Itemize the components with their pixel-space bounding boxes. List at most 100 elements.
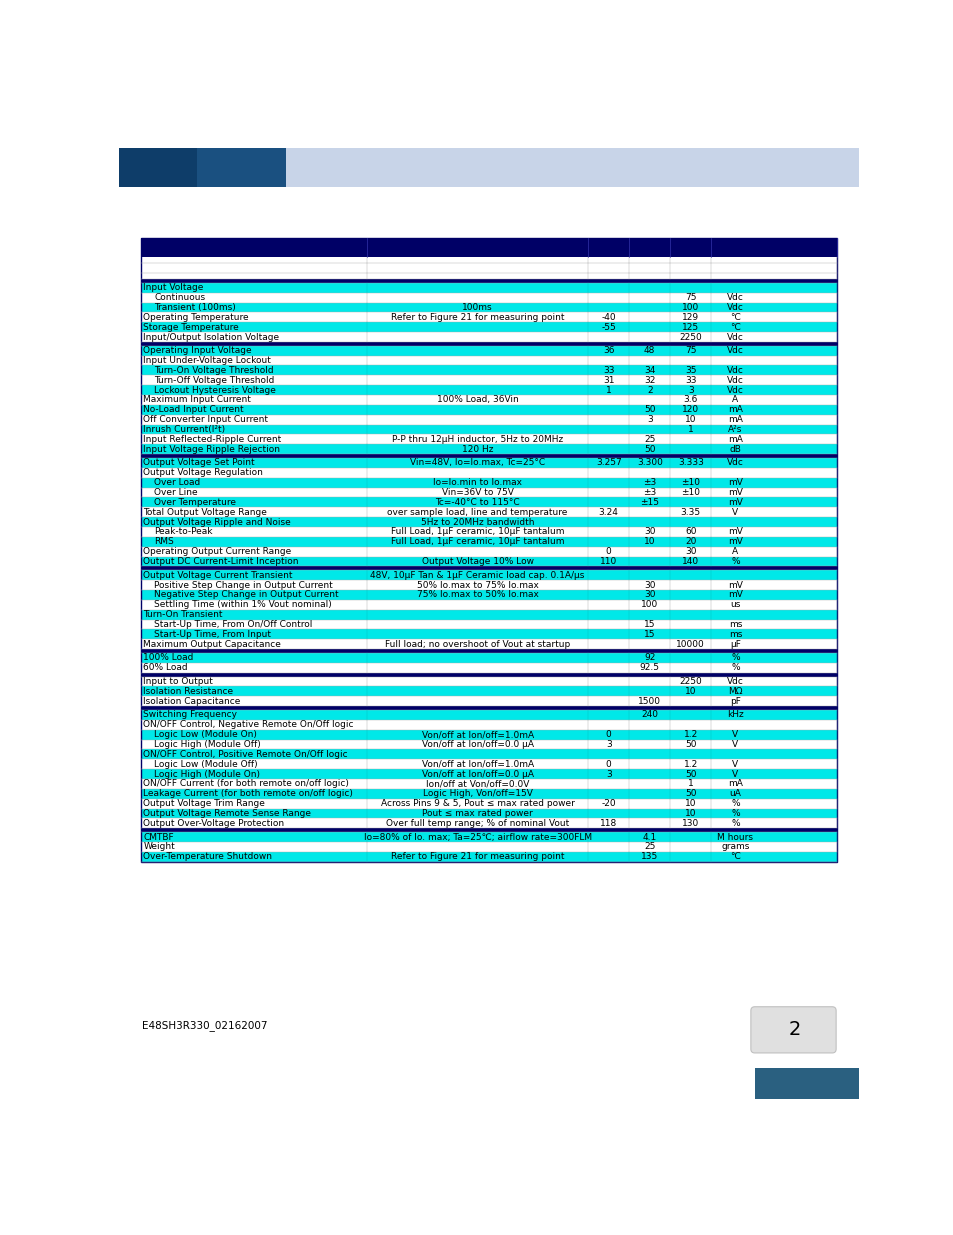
FancyBboxPatch shape xyxy=(141,720,836,730)
Text: %: % xyxy=(730,799,739,808)
Text: 120: 120 xyxy=(681,405,699,415)
FancyBboxPatch shape xyxy=(141,508,836,517)
Text: 75: 75 xyxy=(684,293,696,303)
Text: 10: 10 xyxy=(643,537,655,546)
Text: Off Converter Input Current: Off Converter Input Current xyxy=(143,415,268,424)
FancyBboxPatch shape xyxy=(141,468,836,478)
Text: V: V xyxy=(732,508,738,516)
Text: A: A xyxy=(732,547,738,556)
Text: Settling Time (within 1% Vout nominal): Settling Time (within 1% Vout nominal) xyxy=(154,600,332,609)
Text: 135: 135 xyxy=(640,852,658,861)
FancyBboxPatch shape xyxy=(141,415,836,425)
Text: Over full temp range; % of nominal Vout: Over full temp range; % of nominal Vout xyxy=(386,819,569,827)
Text: 3.6: 3.6 xyxy=(683,395,698,405)
Text: mV: mV xyxy=(727,488,742,496)
Text: Ion/off at Von/off=0.0V: Ion/off at Von/off=0.0V xyxy=(426,779,529,788)
FancyBboxPatch shape xyxy=(141,322,836,332)
Text: V: V xyxy=(732,740,738,748)
Text: Output Voltage Ripple and Noise: Output Voltage Ripple and Noise xyxy=(143,517,291,526)
Text: 10: 10 xyxy=(684,809,696,818)
Text: 100: 100 xyxy=(681,303,699,312)
FancyBboxPatch shape xyxy=(141,498,836,508)
Text: Negative Step Change in Output Current: Negative Step Change in Output Current xyxy=(154,590,338,599)
Text: 1: 1 xyxy=(605,385,611,395)
FancyBboxPatch shape xyxy=(141,630,836,640)
Text: uA: uA xyxy=(729,789,740,798)
Text: Output Voltage Trim Range: Output Voltage Trim Range xyxy=(143,799,265,808)
Text: Input Voltage: Input Voltage xyxy=(143,283,203,293)
Text: over sample load, line and temperature: over sample load, line and temperature xyxy=(387,508,567,516)
Text: Logic Low (Module On): Logic Low (Module On) xyxy=(154,730,256,739)
Text: pF: pF xyxy=(729,697,740,705)
FancyBboxPatch shape xyxy=(141,760,836,769)
Text: Vdc: Vdc xyxy=(726,677,743,685)
Text: 3: 3 xyxy=(687,385,693,395)
Text: 3.333: 3.333 xyxy=(678,458,703,468)
Text: mV: mV xyxy=(727,527,742,536)
Text: 3.300: 3.300 xyxy=(637,458,662,468)
Text: CMTBF: CMTBF xyxy=(143,832,173,841)
FancyBboxPatch shape xyxy=(141,730,836,740)
FancyBboxPatch shape xyxy=(141,852,836,862)
Text: Inrush Current(I²t): Inrush Current(I²t) xyxy=(143,425,225,433)
FancyBboxPatch shape xyxy=(141,293,836,303)
FancyBboxPatch shape xyxy=(141,332,836,342)
FancyBboxPatch shape xyxy=(119,148,196,186)
Text: Full Load, 1μF ceramic, 10μF tantalum: Full Load, 1μF ceramic, 10μF tantalum xyxy=(391,537,564,546)
Text: 3.35: 3.35 xyxy=(680,508,700,516)
FancyBboxPatch shape xyxy=(141,799,836,809)
Text: mA: mA xyxy=(727,779,742,788)
FancyBboxPatch shape xyxy=(141,273,836,279)
Text: RMS: RMS xyxy=(154,537,173,546)
FancyBboxPatch shape xyxy=(141,517,836,527)
Text: 32: 32 xyxy=(643,375,655,385)
FancyBboxPatch shape xyxy=(141,580,836,590)
Text: 2: 2 xyxy=(646,385,652,395)
Text: Operating Temperature: Operating Temperature xyxy=(143,312,249,322)
Text: 92.5: 92.5 xyxy=(639,663,659,672)
FancyBboxPatch shape xyxy=(141,809,836,819)
Text: Start-Up Time, From Input: Start-Up Time, From Input xyxy=(154,630,271,638)
Text: Von/off at Ion/off=0.0 μA: Von/off at Ion/off=0.0 μA xyxy=(421,769,533,778)
Text: Storage Temperature: Storage Temperature xyxy=(143,322,239,332)
FancyBboxPatch shape xyxy=(141,346,836,356)
FancyBboxPatch shape xyxy=(141,283,836,293)
Text: E48SH3R330_02162007: E48SH3R330_02162007 xyxy=(142,1020,268,1031)
Text: Vdc: Vdc xyxy=(726,366,743,375)
Text: Refer to Figure 21 for measuring point: Refer to Figure 21 for measuring point xyxy=(391,312,564,322)
Text: 240: 240 xyxy=(640,710,658,720)
Text: 125: 125 xyxy=(681,322,699,332)
Text: Peak-to-Peak: Peak-to-Peak xyxy=(154,527,213,536)
Text: -40: -40 xyxy=(600,312,616,322)
Text: ON/OFF Control, Negative Remote On/Off logic: ON/OFF Control, Negative Remote On/Off l… xyxy=(143,720,354,730)
Text: °C: °C xyxy=(729,322,740,332)
Text: Isolation Resistance: Isolation Resistance xyxy=(143,687,233,695)
Text: 31: 31 xyxy=(602,375,614,385)
Text: grams: grams xyxy=(720,842,749,851)
Text: Operating Output Current Range: Operating Output Current Range xyxy=(143,547,292,556)
Text: 5Hz to 20MHz bandwidth: 5Hz to 20MHz bandwidth xyxy=(420,517,534,526)
FancyBboxPatch shape xyxy=(141,257,836,263)
Text: Input to Output: Input to Output xyxy=(143,677,213,685)
Text: 30: 30 xyxy=(643,527,655,536)
Text: Output Voltage Current Transient: Output Voltage Current Transient xyxy=(143,571,293,579)
Text: V: V xyxy=(732,760,738,768)
Text: Input Under-Voltage Lockout: Input Under-Voltage Lockout xyxy=(143,356,271,366)
Text: Across Pins 9 & 5, Pout ≤ max rated power: Across Pins 9 & 5, Pout ≤ max rated powe… xyxy=(380,799,574,808)
Text: Input/Output Isolation Voltage: Input/Output Isolation Voltage xyxy=(143,332,279,342)
FancyBboxPatch shape xyxy=(750,1007,835,1053)
Text: 1500: 1500 xyxy=(638,697,660,705)
Text: 50: 50 xyxy=(643,445,655,453)
FancyBboxPatch shape xyxy=(141,740,836,750)
FancyBboxPatch shape xyxy=(141,425,836,435)
Text: 50: 50 xyxy=(684,789,696,798)
Text: Full Load, 1μF ceramic, 10μF tantalum: Full Load, 1μF ceramic, 10μF tantalum xyxy=(391,527,564,536)
Text: Input Reflected-Ripple Current: Input Reflected-Ripple Current xyxy=(143,435,281,443)
FancyBboxPatch shape xyxy=(141,238,836,257)
Text: Turn-Off Voltage Threshold: Turn-Off Voltage Threshold xyxy=(154,375,274,385)
FancyBboxPatch shape xyxy=(141,697,836,706)
Text: Vdc: Vdc xyxy=(726,303,743,312)
Text: 33: 33 xyxy=(602,366,614,375)
Text: %: % xyxy=(730,809,739,818)
Text: Lockout Hysteresis Voltage: Lockout Hysteresis Voltage xyxy=(154,385,275,395)
